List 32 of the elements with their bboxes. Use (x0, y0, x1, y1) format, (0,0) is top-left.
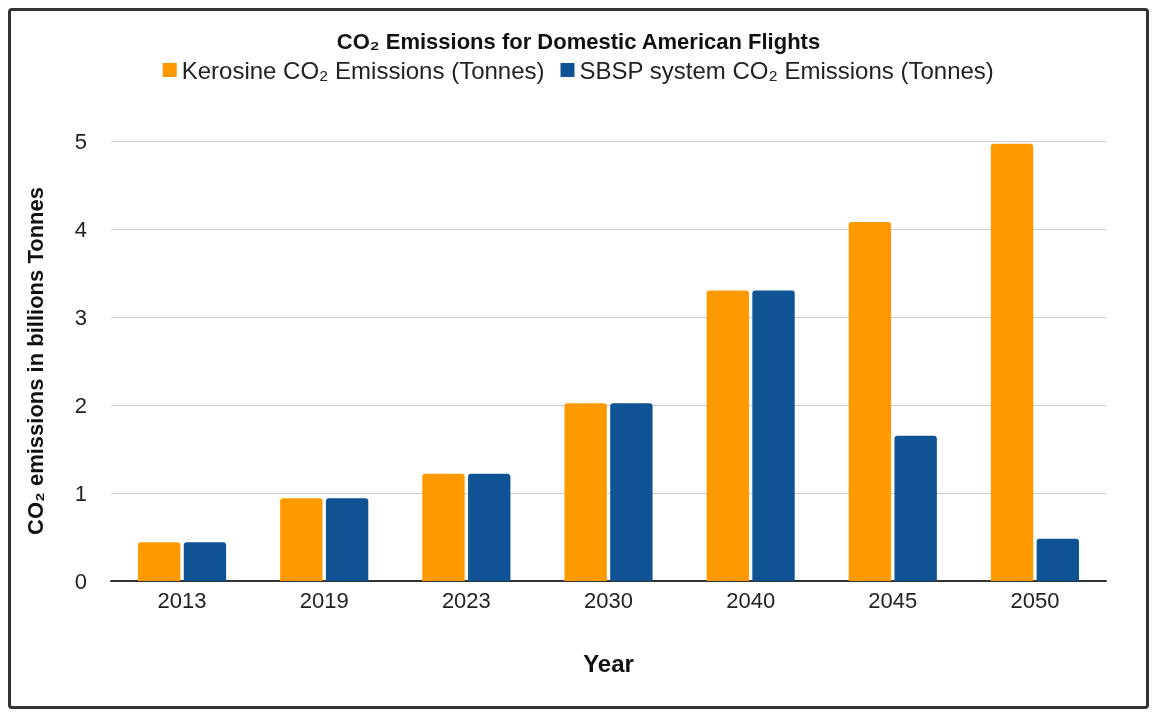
y-tick-label: 1 (74, 480, 87, 506)
bar (990, 143, 1034, 581)
x-tick-label: 2030 (584, 587, 633, 613)
bar (848, 221, 892, 581)
x-tick-label: 2050 (1010, 587, 1060, 613)
bar (894, 435, 937, 581)
x-tick-label: 2040 (726, 587, 776, 613)
legend-label: Kerosine CO₂ Emissions (Tonnes) (181, 56, 545, 84)
x-tick-label: 2013 (157, 587, 207, 613)
chart-title: CO₂ Emissions for Domestic American Flights (336, 28, 821, 54)
bar (752, 290, 795, 581)
bar (564, 403, 607, 581)
bar (325, 498, 369, 581)
x-axis-title: Year (583, 649, 634, 677)
y-axis-title: CO₂ emissions in billions Tonnes (22, 187, 48, 535)
bar (280, 498, 323, 581)
x-tick-label: 2045 (868, 587, 918, 613)
bar (138, 542, 181, 581)
y-tick-label: 2 (74, 392, 87, 418)
bar (468, 473, 511, 581)
bar (422, 473, 465, 581)
bar (183, 542, 227, 581)
bar (1036, 538, 1079, 581)
legend-label: SBSP system CO₂ Emissions (Tonnes) (579, 56, 994, 84)
bar (610, 403, 653, 581)
y-tick-label: 5 (74, 128, 87, 154)
bar (706, 290, 749, 581)
y-tick-label: 4 (74, 216, 87, 242)
y-tick-label: 0 (74, 568, 87, 594)
x-tick-label: 2019 (299, 587, 349, 613)
y-tick-label: 3 (74, 304, 87, 330)
x-tick-label: 2023 (441, 587, 491, 613)
